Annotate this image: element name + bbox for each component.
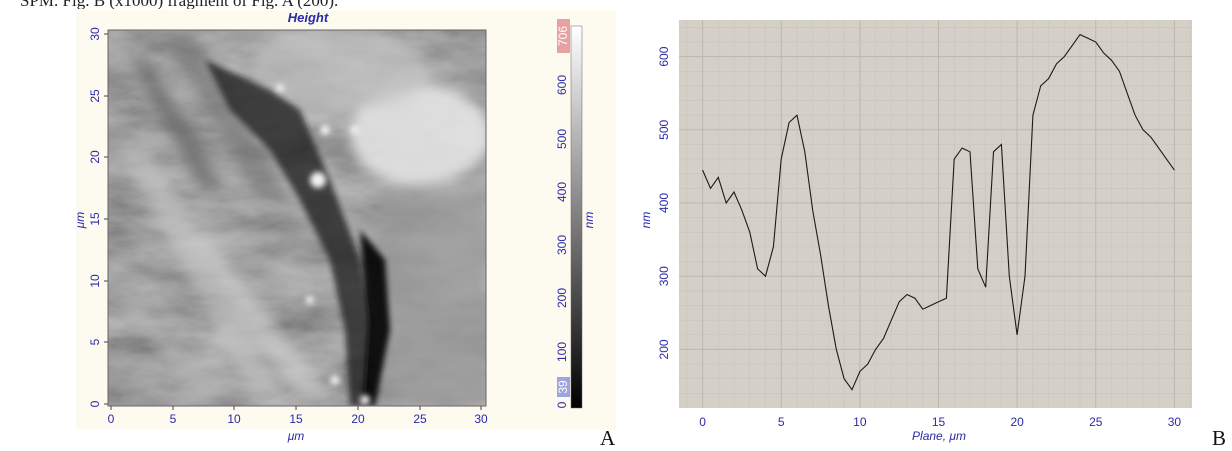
height-map-x-ticks: 0 5 10 15 20 25 30: [108, 412, 488, 426]
profile-x-ticks: 0 5 10 15 20 25 30: [699, 415, 1181, 429]
y-tick: 30: [88, 27, 102, 41]
profile-plot-area: [679, 20, 1192, 408]
height-map-image: [108, 30, 486, 406]
y-tick: 20: [88, 150, 102, 164]
y-tick: 25: [88, 89, 102, 103]
x-tick: 20: [351, 412, 365, 426]
height-map-title: Height: [288, 10, 329, 25]
x-tick: 0: [108, 412, 115, 426]
y-tick: 5: [88, 338, 102, 345]
colorbar-tick: 600: [555, 75, 569, 95]
x-tick-label: 5: [778, 415, 785, 429]
x-tick: 10: [227, 412, 241, 426]
colorbar-tick: 0: [555, 401, 569, 408]
colorbar-tick: 300: [555, 235, 569, 255]
x-tick: 5: [170, 412, 177, 426]
colorbar-tick: 400: [555, 182, 569, 202]
y-tick-label: 400: [657, 193, 671, 213]
colorbar-max-badge: [557, 19, 570, 53]
colorbar-ticks: 0 100 200 300 400 500 600 700: [555, 30, 569, 409]
y-tick-label: 200: [657, 339, 671, 359]
x-tick-label: 10: [853, 415, 867, 429]
height-map-chart: Height: [73, 10, 596, 443]
panel-label-b: B: [1212, 426, 1227, 450]
x-tick-label: 0: [699, 415, 706, 429]
height-map-frame: [107, 29, 487, 407]
x-tick: 15: [289, 412, 303, 426]
colorbar-min-badge: [557, 377, 570, 397]
height-map-y-label: μm: [73, 212, 87, 230]
colorbar: [570, 25, 583, 409]
y-tick: 10: [88, 274, 102, 288]
x-tick-label: 15: [932, 415, 946, 429]
x-tick: 30: [474, 412, 488, 426]
colorbar-unit-label: nm: [582, 212, 596, 229]
colorbar-max-label: 706: [556, 26, 570, 46]
profile-x-label: Plane, μm: [912, 429, 966, 443]
y-tick-label: 600: [657, 46, 671, 66]
panel-label-a: A: [600, 426, 616, 450]
height-map-x-label: μm: [287, 429, 305, 443]
colorbar-min-label: 39: [556, 380, 570, 394]
colorbar-tick: 500: [555, 129, 569, 149]
colorbar-tick: 200: [555, 288, 569, 308]
y-tick: 15: [88, 212, 102, 226]
x-tick-label: 30: [1168, 415, 1182, 429]
height-map-y-ticks: 0 5 10 15 20 25 30: [88, 27, 102, 407]
profile-series-line: [702, 33, 1175, 391]
profile-chart: 0 5 10 15 20 25 30 200 300 400 500 600 Plane, μm n…: [639, 20, 1192, 443]
x-tick-label: 25: [1089, 415, 1103, 429]
profile-y-label: nm: [639, 212, 653, 229]
x-tick-label: 20: [1010, 415, 1024, 429]
y-tick-label: 300: [657, 266, 671, 286]
y-tick-label: 500: [657, 119, 671, 139]
profile-y-ticks: 200 300 400 500 600: [657, 46, 671, 359]
y-tick: 0: [88, 400, 102, 407]
top-caption: SPM. Fig. B (x1000) fragment of Fig. A (…: [20, 0, 580, 9]
x-tick: 25: [413, 412, 427, 426]
colorbar-tick: 100: [555, 342, 569, 362]
